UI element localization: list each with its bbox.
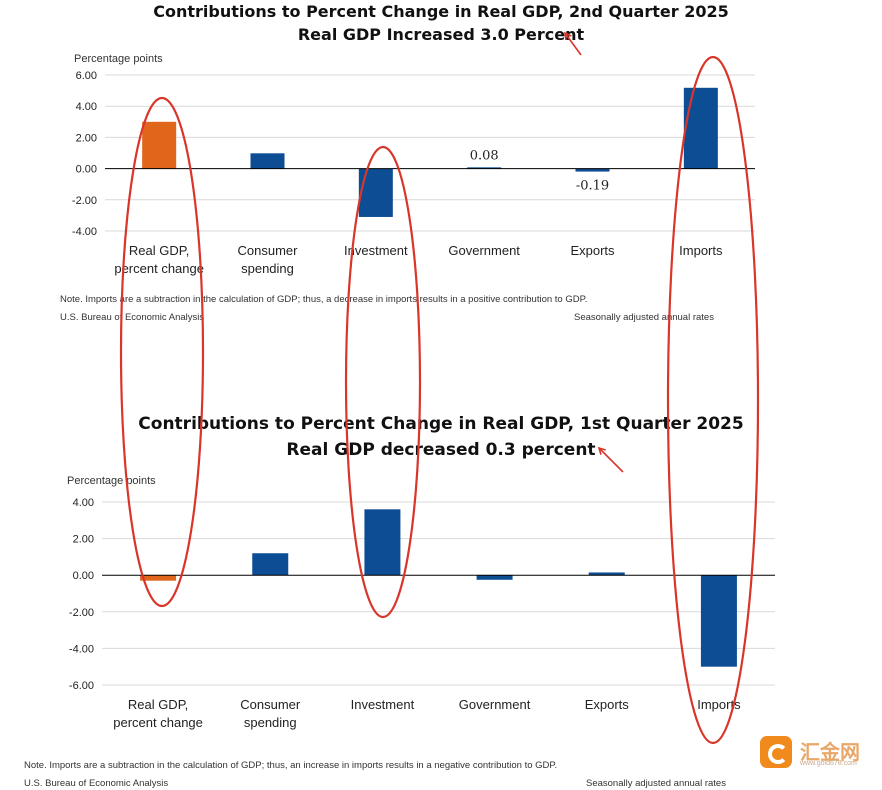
chart1-ytick-label: 0.00 [76,164,97,176]
chart1-data-label: 0.08 [470,148,499,163]
chart1-rates: Seasonally adjusted annual rates [574,312,714,323]
chart2-ytick-label: 4.00 [73,497,94,509]
chart2-category-label: Investment [351,697,415,712]
chart2-note: Note. Imports are a subtraction in the c… [24,760,558,771]
chart1-note: Note. Imports are a subtraction in the c… [60,294,588,305]
chart1-ytick-label: 6.00 [76,70,97,82]
chart1-ytick-label: -2.00 [72,195,97,207]
chart1-bar [575,168,610,172]
chart1-title: Contributions to Percent Change in Real … [153,2,729,21]
chart2-ytick-label: -2.00 [69,607,94,619]
chart2-category-label: Consumer spending [240,697,301,730]
chart2-ytick-label: 2.00 [73,534,94,546]
chart2-bar [140,575,177,581]
chart2-ytick-label: 0.00 [73,570,94,582]
chart2-bar [364,509,401,576]
chart1-category-label: Government [448,243,520,258]
watermark-logo-icon [760,736,792,768]
chart2-bar [252,553,289,576]
chart1-bar [250,153,285,169]
watermark-text: 汇金网 [800,740,860,764]
chart2-ytick-label: -6.00 [69,680,94,692]
chart2-rates: Seasonally adjusted annual rates [586,778,726,789]
chart2-category-label: Government [459,697,531,712]
watermark-url: www.gold678.com [800,760,857,767]
chart2-plot: Percentage points 4.00 2.00 0.00 -2.00 -4.00 -… [67,475,775,730]
chart2-category-label: Real GDP, percent change [113,697,203,730]
chart2-category-label: Exports [585,697,630,712]
chart2-title: Contributions to Percent Change in Real … [138,414,744,434]
chart2-source: U.S. Bureau of Economic Analysis [24,778,169,789]
chart1-data-label: -0.19 [576,179,609,194]
chart1-ylabel: Percentage points [74,53,163,65]
chart2-category-label: Imports [697,697,741,712]
chart1-category-label: Exports [570,243,615,258]
watermark: 汇金网 www.gold678.com [760,736,870,770]
chart2-ylabel: Percentage points [67,475,156,487]
chart1-ytick-label: 4.00 [76,101,97,113]
chart2-bar [588,572,625,576]
chart2-ytick-label: -4.00 [69,643,94,655]
chart1-ytick-label: 2.00 [76,132,97,144]
chart1-category-label: Consumer spending [238,243,299,276]
chart1-ytick-label: -4.00 [72,226,97,238]
chart2-bar [700,575,737,667]
chart2-bar [476,575,513,580]
chart1-subtitle: Real GDP Increased 3.0 Percent [297,25,585,44]
chart1-bar [467,167,502,169]
